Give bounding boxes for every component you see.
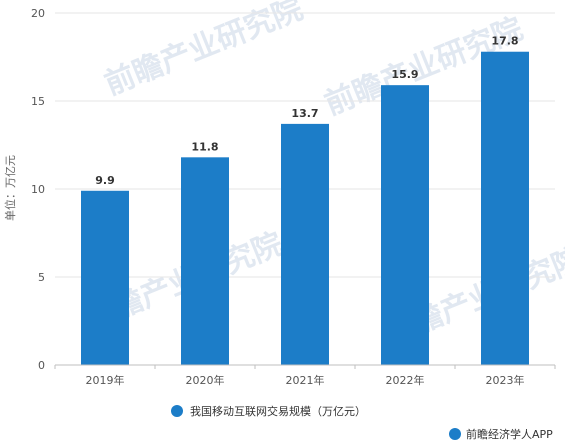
bar xyxy=(181,157,229,365)
data-label: 15.9 xyxy=(391,68,418,81)
x-tick-label: 2023年 xyxy=(486,373,525,387)
credit-text: 前瞻经济学人APP xyxy=(466,427,553,441)
x-tick-label: 2020年 xyxy=(186,373,225,387)
bar xyxy=(381,85,429,365)
legend-label: 我国移动互联网交易规模（万亿元） xyxy=(190,404,366,418)
x-tick-label: 2021年 xyxy=(286,373,325,387)
y-axis-label: 单位：万亿元 xyxy=(3,155,17,221)
y-tick-label: 0 xyxy=(38,359,45,372)
data-label: 17.8 xyxy=(491,35,518,48)
x-tick-label: 2019年 xyxy=(86,373,125,387)
watermark-text: 前瞻产业研究院 xyxy=(100,0,308,102)
bar xyxy=(81,190,129,365)
y-tick-label: 10 xyxy=(31,183,45,196)
logo-icon xyxy=(449,428,461,440)
data-labels: 9.9 11.8 13.7 15.9 17.8 xyxy=(95,35,518,187)
y-axis-ticks: 0 5 10 15 20 xyxy=(31,7,45,372)
credit-badge: 前瞻经济学人APP xyxy=(449,427,553,441)
x-axis-ticks: 2019年 2020年 2021年 2022年 2023年 xyxy=(54,365,556,387)
y-tick-label: 15 xyxy=(31,95,45,108)
legend: 我国移动互联网交易规模（万亿元） xyxy=(171,404,366,418)
y-tick-label: 20 xyxy=(31,7,45,20)
bars xyxy=(81,51,529,365)
bar xyxy=(481,51,529,365)
data-label: 13.7 xyxy=(291,107,318,120)
data-label: 11.8 xyxy=(191,140,218,153)
legend-marker xyxy=(171,405,183,417)
x-tick-label: 2022年 xyxy=(386,373,425,387)
bar xyxy=(281,123,329,365)
data-label: 9.9 xyxy=(95,174,115,187)
y-tick-label: 5 xyxy=(38,271,45,284)
